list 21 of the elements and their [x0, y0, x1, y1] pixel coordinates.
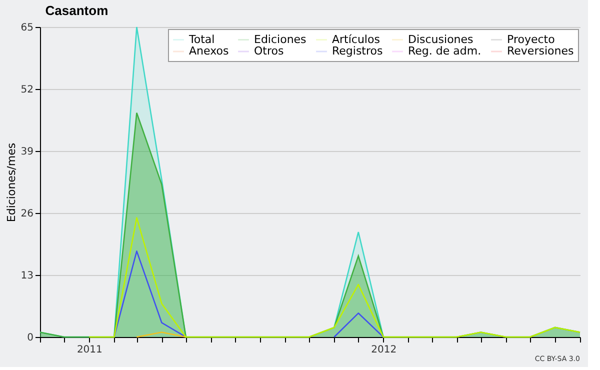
legend-label: Otros: [254, 44, 284, 58]
legend-label: Total: [188, 32, 215, 46]
legend-label: Proyecto: [507, 32, 556, 46]
y-tick-label: 52: [20, 84, 34, 96]
y-tick-label: 0: [27, 332, 34, 344]
y-tick-label: 26: [20, 208, 34, 220]
legend-label: Artículos: [332, 32, 380, 46]
y-tick-label: 65: [20, 22, 34, 34]
y-tick-label: 39: [20, 146, 34, 158]
legend-label: Ediciones: [254, 32, 307, 46]
y-axis-title: Ediciones/mes: [4, 142, 18, 222]
x-tick-label: 2011: [76, 344, 102, 356]
legend-label: Registros: [332, 44, 384, 58]
y-tick-label: 13: [20, 270, 34, 282]
legend-label: Anexos: [189, 44, 229, 58]
legend-label: Discusiones: [408, 32, 474, 46]
line-series: [88, 217, 581, 338]
legend-label: Reg. de adm.: [408, 44, 482, 58]
legend-label: Reversiones: [507, 44, 574, 58]
chart-title: Casantom: [45, 3, 108, 18]
x-tick-label: 2012: [371, 344, 397, 356]
